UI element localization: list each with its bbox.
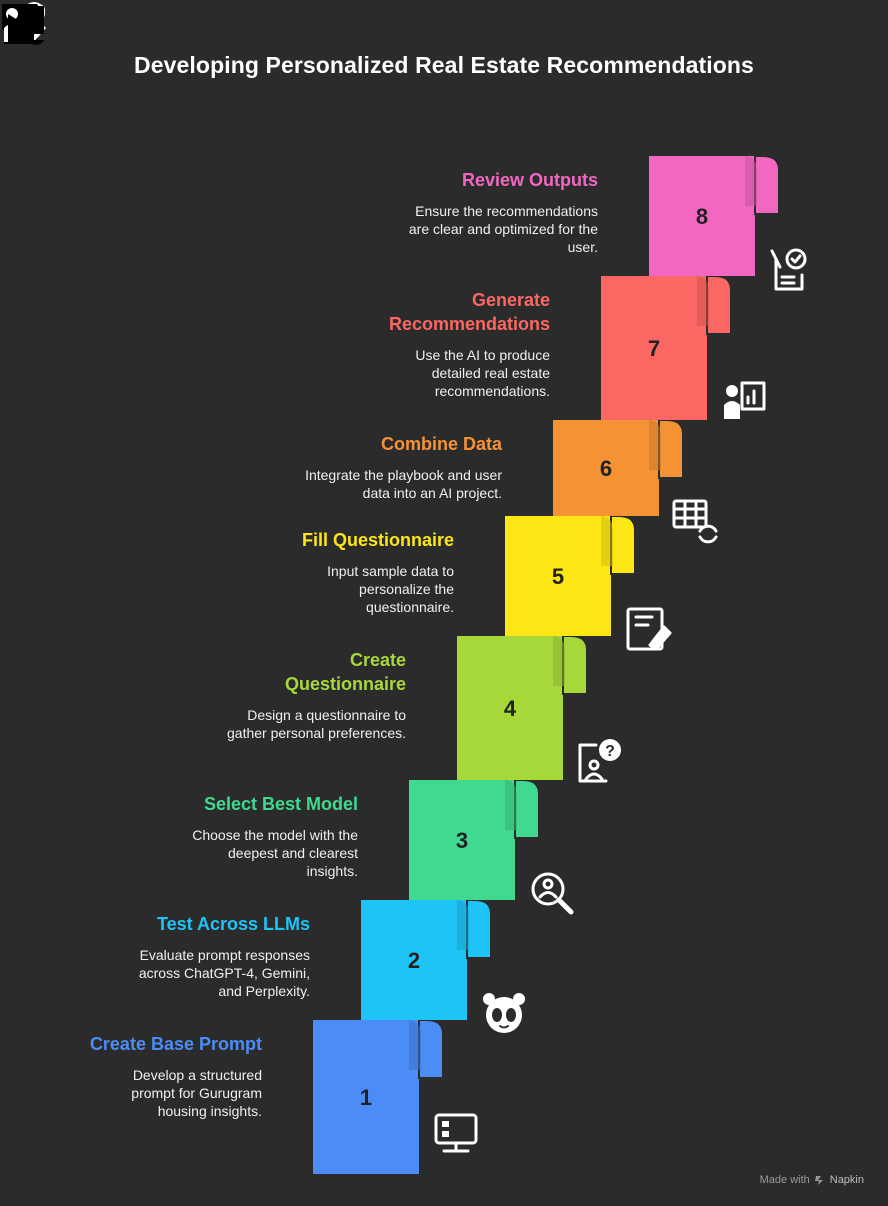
step-3-text: Select Best Model Choose the model with … [136,792,358,880]
step-1-text: Create Base Prompt Develop a structured … [40,1032,262,1120]
step-2-number: 2 [408,948,420,973]
step-1-fold [409,1020,421,1070]
step-6-fold [649,420,661,470]
step-3-title: Select Best Model [203,794,358,814]
step-4-title: Create Questionnaire [284,650,406,694]
step-4-text: Create Questionnaire Design a questionna… [184,648,406,742]
step-5-number: 5 [552,564,564,589]
step-6-block: 6 [553,419,684,516]
step-8-text: Review Outputs Ensure the recommendation… [376,168,598,256]
table-sync-icon [672,499,718,544]
step-3-panel-face [409,780,503,900]
step-6-tab [658,419,684,479]
step-7-tab [706,275,732,335]
step-5-fold [601,516,613,566]
computer-icon [434,1113,478,1153]
step-2-text: Test Across LLMs Evaluate prompt respons… [88,912,310,1000]
clipboard-check-icon [770,248,807,291]
footer-brand: Napkin [829,1174,864,1186]
step-1-title: Create Base Prompt [89,1034,262,1054]
step-1-block: 1 [313,1019,444,1174]
step-7-block: 7 [601,275,732,420]
step-1-tab [418,1019,444,1079]
step-2-description: Evaluate prompt responses across ChatGPT… [138,947,310,999]
step-2-fold [457,900,469,950]
step-4-panel-face [457,636,551,780]
step-2-panel-face [361,900,455,1020]
step-1-number: 1 [360,1085,372,1110]
step-8-tab [754,155,780,215]
step-4-tab [562,635,588,695]
step-3-fold [505,780,517,830]
step-3-description: Choose the model with the deepest and cl… [192,827,358,879]
step-8-fold [745,156,757,206]
magnify-person-icon [531,872,574,915]
step-8-panel-face [649,156,743,276]
step-6-number: 6 [600,456,612,481]
footer-made-with: Made with [759,1174,810,1186]
form-pen-icon [626,607,672,651]
step-1-description: Develop a structured prompt for Gurugram… [131,1067,262,1119]
step-6-panel-face [553,420,647,516]
step-7-description: Use the AI to produce detailed real esta… [415,347,550,399]
napkin-logo-icon [814,1176,823,1185]
step-5-block: 5 [505,515,636,636]
step-4-block: 4 [457,635,588,780]
panda-face-icon [483,993,525,1033]
step-8-number: 8 [696,204,708,229]
person-question-icon: ? [578,739,621,783]
step-5-panel-face [505,516,599,636]
step-7-panel-face [601,276,695,420]
step-7-fold [697,276,709,326]
step-7-number: 7 [648,336,660,361]
step-1-panel-face [313,1020,407,1174]
step-6-title: Combine Data [380,434,502,454]
step-5-text: Fill Questionnaire Input sample data to … [232,528,454,616]
step-2-tab [466,899,492,959]
step-3-tab [514,779,540,839]
step-8-block: 8 [649,155,780,276]
step-3-block: 3 [409,779,540,900]
step-5-tab [610,515,636,575]
step-7-title: Generate Recommendations [388,290,550,334]
presenter-chart-icon [724,381,766,419]
step-5-title: Fill Questionnaire [301,530,454,550]
step-8-description: Ensure the recommendations are clear and… [408,203,598,255]
step-2-title: Test Across LLMs [156,914,310,934]
svg-text:?: ? [605,743,615,760]
step-7-text: Generate Recommendations Use the AI to p… [328,288,550,400]
step-4-fold [553,636,565,686]
step-4-number: 4 [504,696,517,721]
footer-watermark: Made with Napkin [760,1174,864,1186]
step-6-text: Combine Data Integrate the playbook and … [280,432,502,502]
step-4-description: Design a questionnaire to gather persona… [227,707,406,741]
step-5-description: Input sample data to personalize the que… [327,563,454,615]
step-2-block: 2 [361,899,492,1020]
step-3-number: 3 [456,828,468,853]
step-8-title: Review Outputs [461,170,598,190]
step-6-description: Integrate the playbook and user data int… [305,467,502,501]
page-title: Developing Personalized Real Estate Reco… [134,52,754,78]
